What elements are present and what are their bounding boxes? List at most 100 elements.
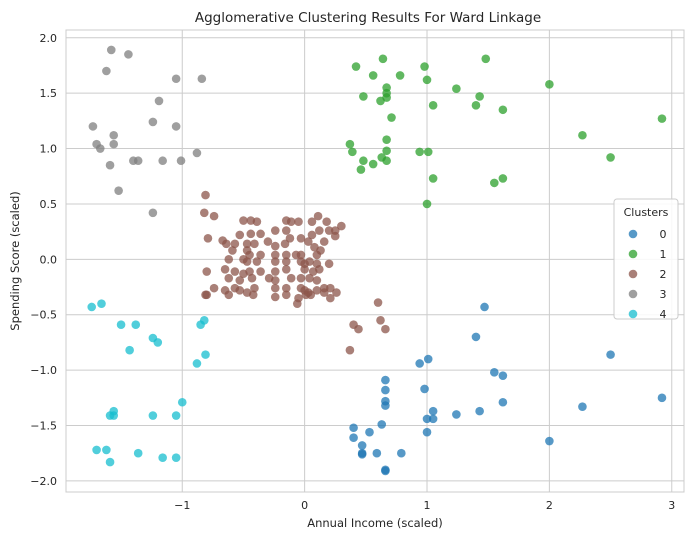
point-cluster-2 [242,257,252,266]
chart-title: Agglomerative Clustering Results For War… [195,10,541,26]
y-tick-label: 2.0 [40,32,58,45]
point-cluster-2 [322,217,331,226]
legend-marker-1 [628,249,638,259]
point-cluster-2 [316,246,325,255]
point-cluster-2 [203,233,213,243]
point-cluster-0 [397,448,406,458]
point-cluster-3 [106,45,116,55]
point-cluster-2 [222,239,231,249]
point-cluster-2 [307,230,317,240]
point-cluster-2 [242,239,252,249]
point-cluster-0 [422,414,432,424]
point-cluster-2 [286,273,296,283]
point-cluster-0 [381,466,390,476]
y-tick-label: −1.0 [30,364,57,377]
point-cluster-2 [285,233,295,243]
point-cluster-2 [294,217,303,226]
point-cluster-2 [315,265,324,274]
legend-label-0: 0 [660,228,667,241]
y-tick-label: −1.5 [30,420,57,433]
point-cluster-2 [281,283,291,293]
point-cluster-2 [246,229,256,239]
point-cluster-4 [177,397,187,407]
point-cluster-2 [292,299,302,308]
y-tick-label: −0.5 [30,309,57,322]
point-cluster-3 [133,156,143,166]
point-cluster-2 [270,250,280,260]
point-cluster-1 [423,147,433,157]
point-cluster-3 [105,160,115,170]
point-cluster-2 [248,290,258,300]
point-cluster-1 [490,178,499,188]
point-cluster-1 [428,174,438,183]
point-cluster-2 [281,265,291,274]
point-cluster-2 [235,276,245,285]
point-cluster-4 [201,350,210,359]
point-cluster-2 [270,292,280,302]
point-cluster-0 [657,393,667,403]
point-cluster-0 [498,397,508,407]
point-cluster-1 [378,54,388,64]
point-cluster-0 [357,441,367,450]
y-tick-label: 1.5 [40,87,58,100]
point-cluster-1 [368,71,378,80]
point-cluster-4 [109,411,119,420]
point-cluster-1 [428,101,438,110]
point-cluster-2 [209,211,219,221]
point-cluster-0 [428,414,438,424]
point-cluster-1 [422,75,432,85]
point-cluster-3 [154,96,164,106]
x-tick-label: 2 [546,499,553,512]
point-cluster-1 [481,54,491,64]
point-cluster-2 [252,257,262,266]
point-cluster-2 [281,226,291,235]
legend-marker-3 [628,289,638,299]
legend-marker-2 [628,269,638,279]
point-cluster-2 [324,226,334,235]
point-cluster-0 [452,410,461,419]
point-cluster-0 [428,406,438,416]
point-cluster-2 [270,276,280,285]
point-cluster-3 [124,50,133,59]
point-cluster-0 [545,436,554,446]
point-cluster-2 [252,217,262,226]
point-cluster-0 [415,359,424,368]
point-cluster-3 [192,148,202,158]
point-cluster-2 [224,290,234,300]
point-cluster-2 [281,250,291,260]
point-cluster-2 [250,283,259,293]
point-cluster-0 [377,420,387,429]
x-tick-label: 0 [301,499,308,512]
point-cluster-0 [420,384,429,394]
point-cluster-4 [153,338,163,347]
point-cluster-2 [281,290,291,300]
legend-marker-0 [628,229,638,239]
point-cluster-3 [158,156,167,166]
point-cluster-1 [356,165,366,174]
point-cluster-0 [471,332,481,342]
point-cluster-2 [373,298,383,307]
point-cluster-1 [420,62,429,71]
point-cluster-2 [270,257,280,266]
point-cluster-1 [498,105,508,115]
point-cluster-2 [312,276,322,285]
point-cluster-2 [326,283,335,293]
point-cluster-2 [313,211,323,221]
point-cluster-4 [192,359,202,368]
plot-area [65,29,685,493]
point-cluster-2 [235,230,245,240]
legend-title: Clusters [624,206,669,219]
point-cluster-2 [337,221,346,231]
point-cluster-1 [578,130,587,140]
point-cluster-1 [475,92,484,101]
point-cluster-1 [606,153,615,162]
point-cluster-0 [498,371,508,380]
point-cluster-3 [95,144,105,153]
y-tick-label: −2.0 [30,475,57,488]
point-cluster-1 [545,79,554,89]
point-cluster-1 [471,101,481,110]
point-cluster-0 [365,427,374,437]
point-cluster-2 [296,233,306,243]
point-cluster-4 [125,345,134,355]
